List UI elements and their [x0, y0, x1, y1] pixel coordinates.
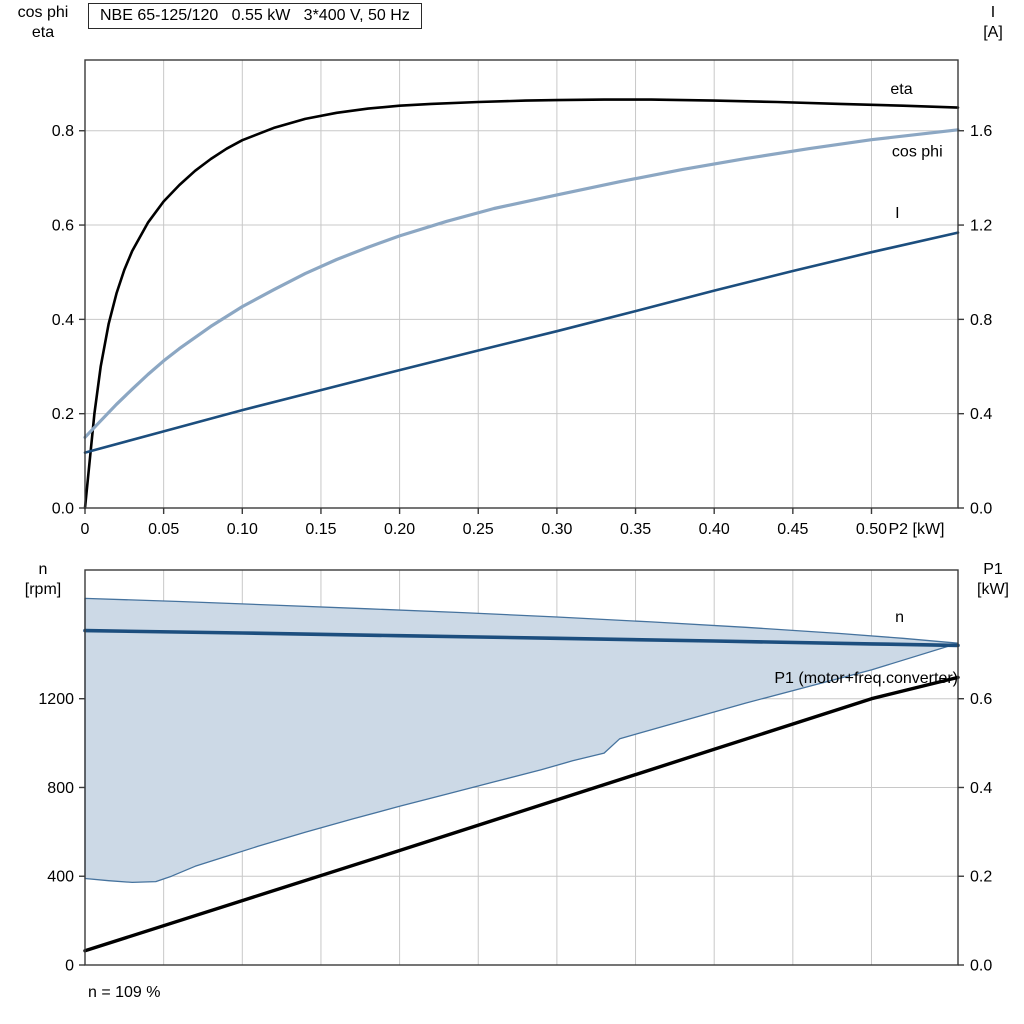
curve-speed-n [83, 628, 960, 648]
x-axis-tick-label: 0.20 [384, 521, 415, 538]
left-axis-label-line1: n [38, 561, 48, 578]
x-axis-tick-label: 0.15 [305, 521, 336, 538]
bottom-chart-left-axis-label: n [rpm] [4, 560, 82, 600]
curve-label-eta: eta [890, 81, 912, 98]
x-axis-tick-label: 0.40 [699, 521, 730, 538]
motor-electrical-curves-chart: 0.0 0.2 0.4 0.6 0.8 0.0 0.4 0.8 1.2 1.6 0 0.05 0.10 0… [52, 59, 992, 538]
left-axis-tick-label: 400 [47, 869, 74, 886]
top-chart-left-axis-label: cos phi eta [4, 3, 82, 43]
area-speed-operating-envelope [84, 597, 959, 884]
curve-label-input-power-P1: P1 (motor+freq.converter) [774, 670, 958, 687]
left-axis-label-line2: eta [31, 24, 55, 41]
curve-cos-phi [83, 128, 960, 439]
x-axis-tick-label: 0 [81, 521, 90, 538]
right-axis-tick-label: 0.2 [970, 869, 992, 886]
x-axis-tick-label: 0.30 [541, 521, 572, 538]
x-axis-tick-label: 0.10 [227, 521, 258, 538]
top-chart-right-axis-label: I [A] [966, 3, 1020, 43]
right-axis-label-line1: P1 [983, 561, 1003, 578]
x-axis-tick-label: 0.25 [463, 521, 494, 538]
right-axis-tick-label: 0.6 [970, 691, 992, 708]
bottom-chart-right-axis-label: P1 [kW] [964, 560, 1022, 600]
left-axis-tick-label: 0.0 [52, 501, 74, 518]
plot-frame [84, 569, 959, 966]
right-axis-label-line1: I [990, 4, 996, 21]
right-axis-tick-label: 0.4 [970, 406, 992, 423]
right-axis-tick-label: 0.0 [970, 958, 992, 975]
speed-power-curves-chart: 0 400 800 1200 0.0 0.2 0.4 0.6 n P1 (motor+freq.c… [38, 569, 992, 975]
right-axis-tick-label: 0.8 [970, 312, 992, 329]
left-axis-tick-label: 0 [65, 958, 74, 975]
left-axis-tick-label: 800 [47, 780, 74, 797]
right-axis-tick-label: 0.4 [970, 780, 992, 797]
plot-frame [84, 59, 959, 509]
curve-label-current-I: I [895, 205, 899, 222]
curve-current-I [83, 231, 960, 454]
right-axis-label-line2: [kW] [977, 581, 1009, 598]
curve-input-power-P1 [83, 675, 960, 953]
x-axis-unit-label: P2 [kW] [888, 521, 944, 538]
x-axis-tick-label: 0.45 [777, 521, 808, 538]
left-axis-label-line2: [rpm] [24, 581, 62, 598]
curve-eta [83, 98, 960, 510]
x-axis-tick-label: 0.35 [620, 521, 651, 538]
curve-label-cos-phi: cos phi [892, 144, 943, 161]
left-axis-tick-label: 1200 [38, 691, 74, 708]
right-axis-tick-label: 1.6 [970, 123, 992, 140]
right-axis-label-line2: [A] [983, 24, 1003, 41]
curve-label-speed-n: n [895, 609, 904, 626]
x-axis-tick-label: 0.05 [148, 521, 179, 538]
left-axis-tick-label: 0.2 [52, 406, 74, 423]
left-axis-tick-label: 0.4 [52, 312, 74, 329]
x-axis-tick-label: 0.50 [856, 521, 887, 538]
left-axis-tick-label: 0.6 [52, 218, 74, 235]
speed-percentage-note: n = 109 % [88, 984, 161, 1001]
left-axis-tick-label: 0.8 [52, 123, 74, 140]
left-axis-label-line1: cos phi [17, 4, 69, 21]
right-axis-tick-label: 0.0 [970, 501, 992, 518]
pump-title-box: NBE 65-125/120 0.55 kW 3*400 V, 50 Hz [88, 3, 422, 29]
right-axis-tick-label: 1.2 [970, 218, 992, 235]
